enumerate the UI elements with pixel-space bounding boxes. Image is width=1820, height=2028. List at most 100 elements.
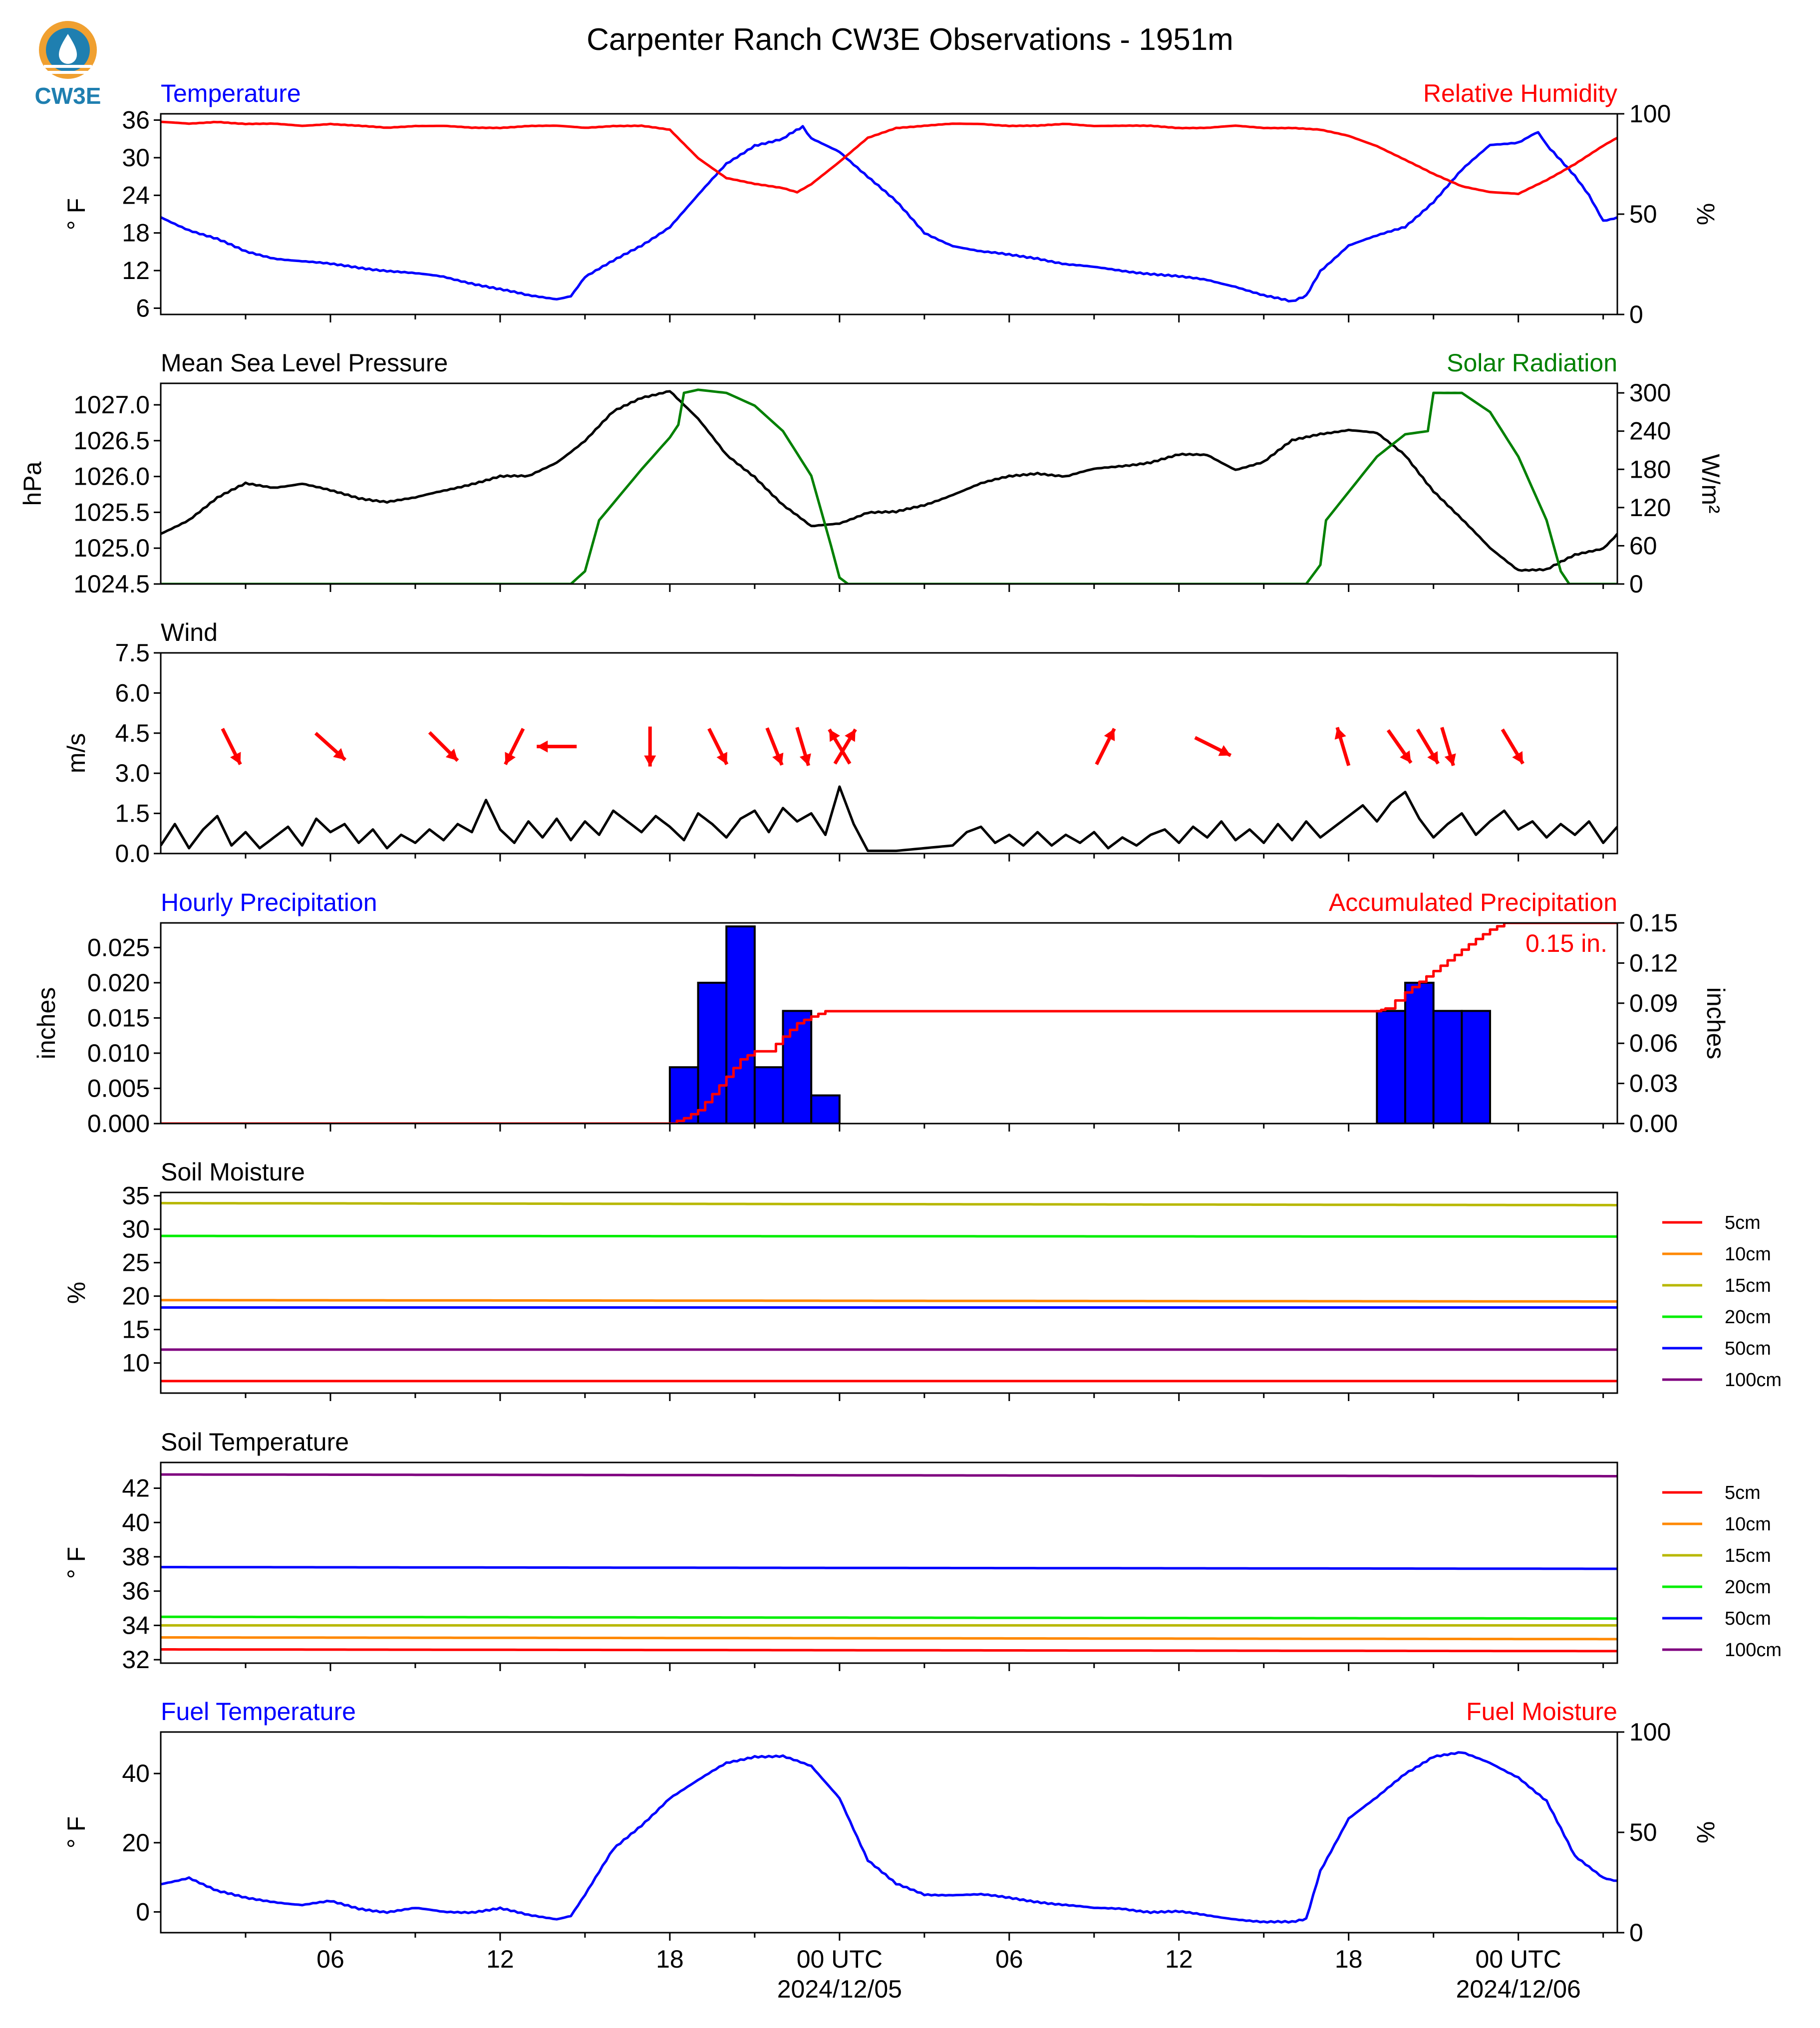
soil_temperature-series-10cm [161, 1636, 1617, 1641]
wind-arrow-head [230, 752, 241, 765]
soil_temperature-ytick-label: 38 [122, 1543, 150, 1571]
pressure_solar-right-title: Solar Radiation [1447, 349, 1617, 377]
figure-title: Carpenter Ranch CW3E Observations - 1951… [587, 22, 1233, 57]
wind-left-title: Wind [161, 618, 218, 646]
soil_moisture-ytick-label: 15 [122, 1316, 150, 1344]
temp_rh-ytick-label: 36 [122, 106, 150, 134]
precip-ylabel: inches [32, 987, 60, 1060]
wind-arrow [1095, 728, 1116, 765]
soil_temperature-legend-label: 5cm [1725, 1482, 1761, 1503]
wind-arrow-head [505, 752, 516, 765]
temp_rh-right-title: Relative Humidity [1423, 79, 1617, 107]
soil_temperature-left-title: Soil Temperature [161, 1428, 349, 1456]
soil_moisture-legend: 5cm 10cm 15cm 20cm 50cm 100cm [1662, 1212, 1782, 1391]
precip-bar [810, 1094, 841, 1124]
wind-arrow [795, 727, 811, 766]
xtick-label: 00 UTC [1476, 1945, 1561, 1973]
temp_rh-y2tick-label: 100 [1629, 100, 1671, 128]
panel-fuel: Fuel Temperature Fuel Moisture 0 20 40 ° F 0 50… [62, 1698, 1720, 1947]
wind-arrow [537, 740, 577, 753]
wind-ytick-label: 4.5 [115, 719, 150, 747]
xtick-label: 12 [486, 1945, 514, 1973]
water-drop-icon [39, 21, 97, 79]
temp_rh-frame [160, 113, 1618, 315]
soil_moisture-ytick-label: 20 [122, 1282, 150, 1310]
pressure_solar-y2tick-label: 120 [1629, 494, 1671, 522]
wind-arrow-head [1334, 727, 1346, 740]
wind-arrow-head [537, 740, 548, 753]
soil_moisture-legend-label: 10cm [1725, 1244, 1771, 1265]
precip-data-layer [161, 923, 1617, 1124]
xtick-label: 06 [316, 1945, 344, 1973]
wind-arrow [644, 726, 656, 767]
wind-arrow [221, 728, 242, 765]
xtick-label: 18 [1335, 1945, 1363, 1973]
temp_rh-ytick-label: 12 [122, 257, 150, 285]
precip-y2tick-label: 0.12 [1629, 949, 1678, 977]
soil_moisture-legend-label: 5cm [1725, 1212, 1761, 1233]
wind-arrow-head [644, 755, 656, 767]
pressure_solar-left-title: Mean Sea Level Pressure [161, 349, 448, 377]
precip-ytick-label: 0.010 [87, 1039, 150, 1067]
wind-arrow-head [445, 748, 458, 761]
xtick-label: 12 [1165, 1945, 1193, 1973]
wind-arrow [504, 728, 525, 765]
precip-series-right [161, 923, 1617, 1124]
wind-arrow-head [772, 752, 784, 765]
precip-ytick-label: 0.020 [87, 969, 150, 997]
fuel-y2label: % [1692, 1821, 1720, 1843]
soil_moisture-left-title: Soil Moisture [161, 1158, 305, 1186]
precip-ytick-label: 0.005 [87, 1074, 150, 1102]
temp_rh-y2tick-label: 0 [1629, 300, 1643, 328]
soil_moisture-ytick-label: 30 [122, 1215, 150, 1243]
precip-ytick-label: 0.000 [87, 1110, 150, 1138]
wind-arrow-head [1104, 728, 1115, 741]
soil_moisture-series-15cm [161, 1201, 1617, 1206]
precip-y2tick-label: 0.00 [1629, 1110, 1678, 1138]
pressure_solar-ytick-label: 1024.5 [73, 570, 150, 598]
wind-series-0 [161, 785, 1617, 853]
fuel-y2tick-label: 100 [1629, 1718, 1671, 1746]
soil_temperature-legend-label: 20cm [1725, 1577, 1771, 1598]
wind-arrow [1440, 727, 1456, 766]
soil_temperature-series-50cm [161, 1566, 1617, 1570]
precip-frame [160, 922, 1618, 1125]
temp_rh-data-layer [161, 120, 1617, 302]
fuel-y2tick-label: 0 [1629, 1919, 1643, 1947]
soil_temperature-legend-label: 50cm [1725, 1608, 1771, 1629]
pressure_solar-y2tick-label: 0 [1629, 570, 1643, 598]
pressure_solar-ytick-label: 1027.0 [73, 391, 150, 419]
precip-annotation: 0.15 in. [1525, 929, 1607, 957]
wind-arrow [1194, 736, 1232, 757]
temp_rh-left-title: Temperature [161, 79, 301, 107]
soil_temperature-ytick-label: 34 [122, 1611, 150, 1639]
soil_temperature-legend-label: 15cm [1725, 1545, 1771, 1566]
panel-temp_rh: Temperature Relative Humidity 6 12 18 24 30 36 °… [62, 79, 1720, 328]
soil_temperature-ytick-label: 36 [122, 1577, 150, 1605]
wind-arrow-head [799, 753, 811, 766]
soil_temperature-series-20cm [161, 1615, 1617, 1620]
precip-bar [1404, 981, 1435, 1124]
precip-y2tick-label: 0.03 [1629, 1070, 1678, 1098]
pressure_solar-ytick-label: 1026.5 [73, 427, 150, 455]
soil_temperature-frame [160, 1461, 1618, 1664]
wind-frame [160, 652, 1618, 855]
fuel-ytick-label: 40 [122, 1759, 150, 1787]
soil_temperature-series-100cm [161, 1473, 1617, 1477]
pressure_solar-ytick-label: 1025.0 [73, 534, 150, 562]
fuel-ytick-label: 20 [122, 1829, 150, 1857]
panel-precip: Hourly Precipitation Accumulated Precipit… [32, 888, 1730, 1138]
soil_temperature-legend: 5cm 10cm 15cm 20cm 50cm 100cm [1662, 1482, 1782, 1661]
pressure_solar-data-layer [161, 388, 1617, 584]
pressure_solar-y2label: W/m² [1697, 454, 1725, 513]
soil_moisture-ylabel: % [62, 1282, 90, 1304]
soil_temperature-data-layer [161, 1473, 1617, 1653]
soil_temperature-ytick-label: 40 [122, 1508, 150, 1536]
cw3e-logo: CW3E [35, 21, 101, 109]
precip-ytick-label: 0.015 [87, 1004, 150, 1032]
wind-arrow [314, 732, 347, 761]
soil_temperature-legend-label: 100cm [1725, 1640, 1782, 1661]
pressure_solar-ylabel: hPa [18, 461, 46, 506]
wind-ytick-label: 3.0 [115, 759, 150, 787]
